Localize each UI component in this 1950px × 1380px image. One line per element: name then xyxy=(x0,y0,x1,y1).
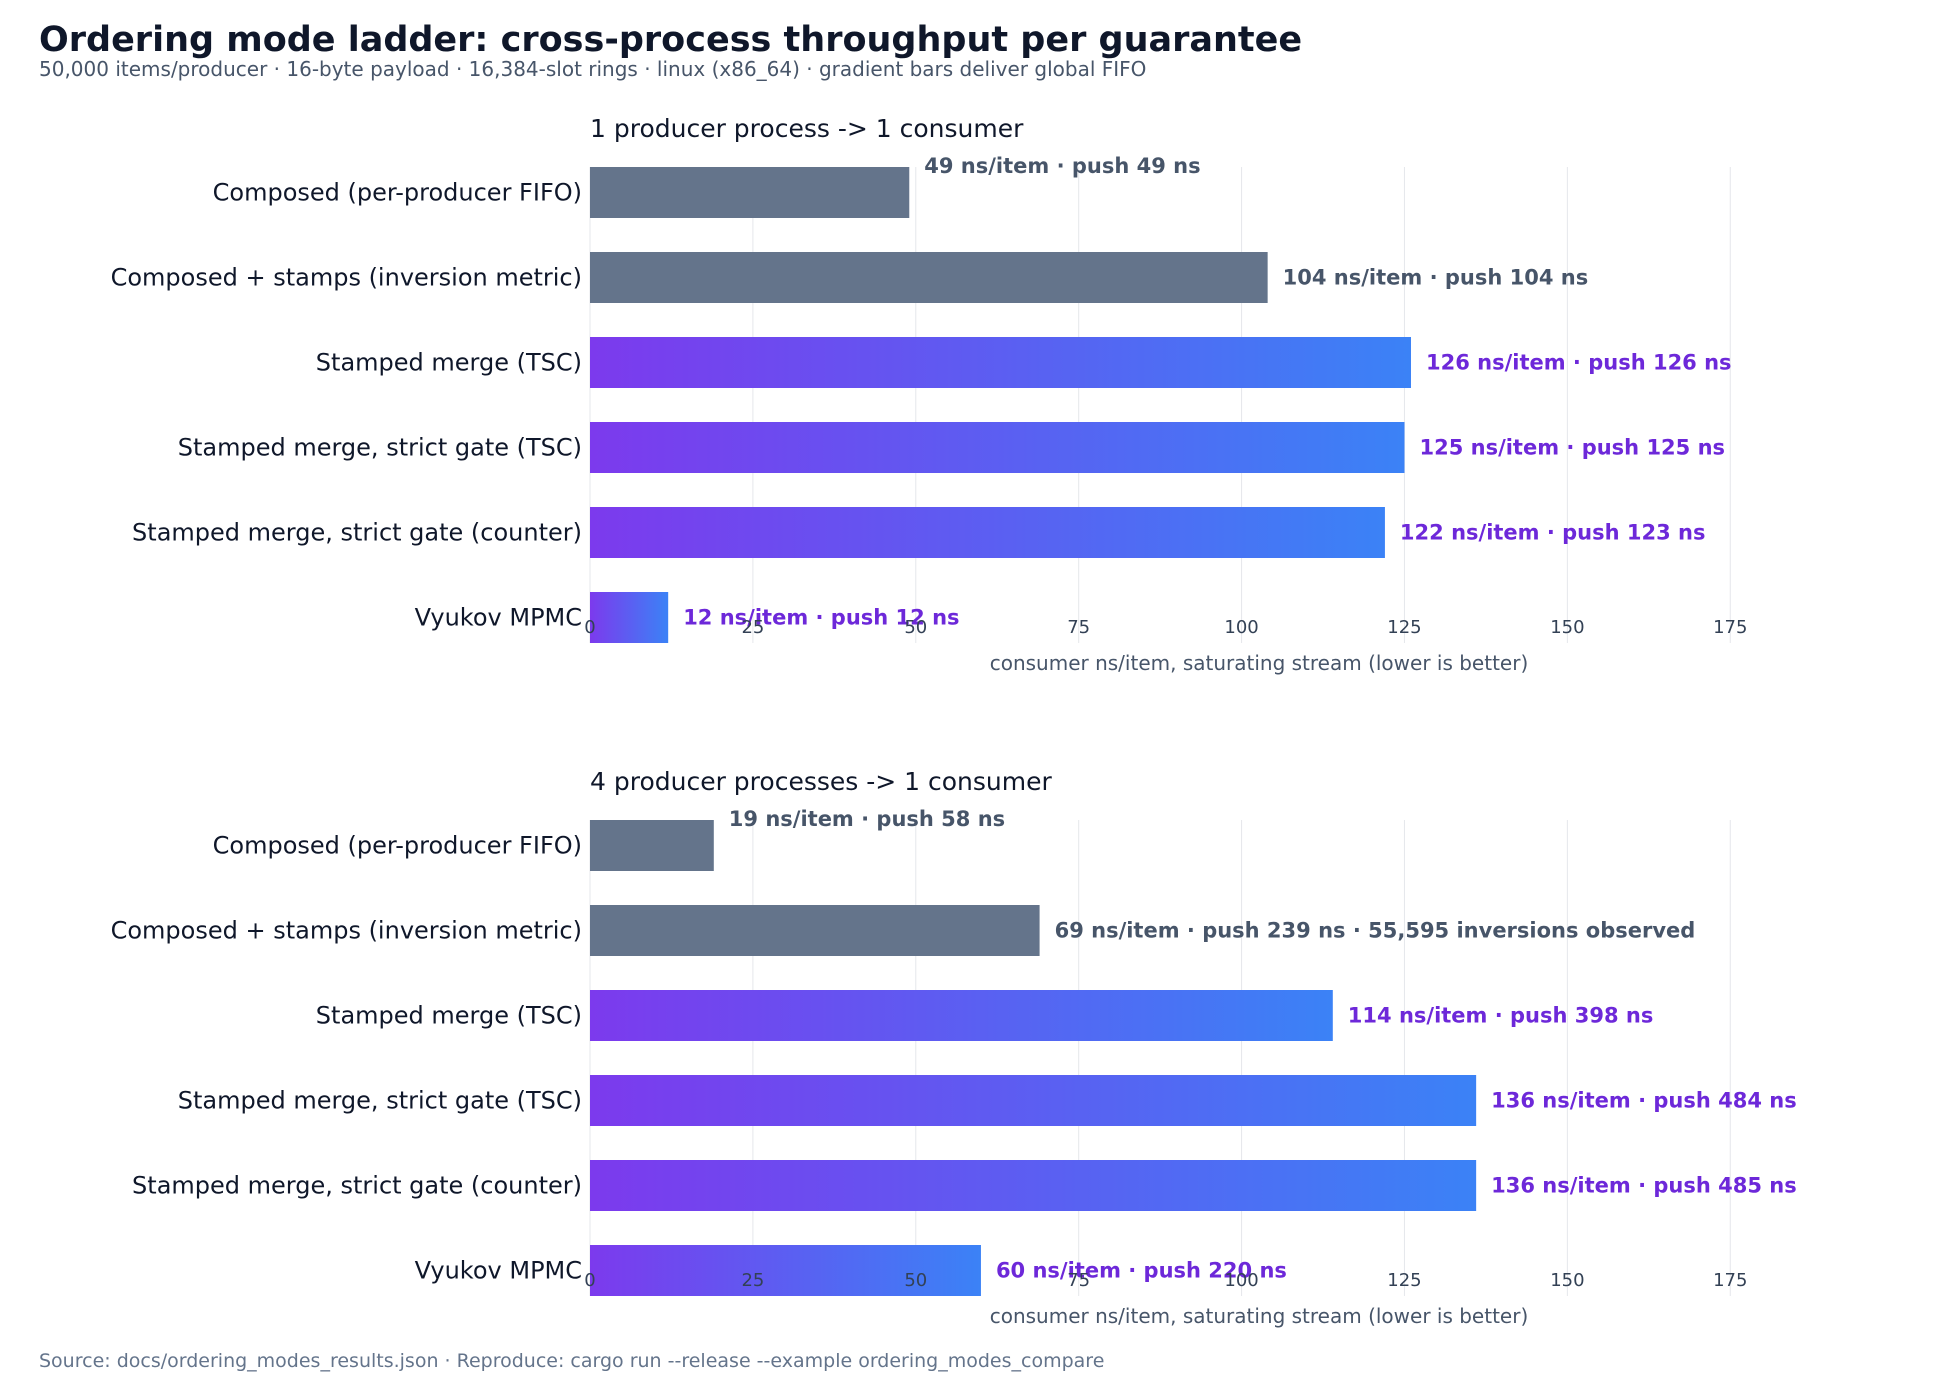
category-label: Stamped merge (TSC) xyxy=(316,1002,582,1030)
x-tick-label: 125 xyxy=(1387,1270,1421,1291)
data-label: 49 ns/item · push 49 ns xyxy=(924,154,1200,178)
category-label: Stamped merge, strict gate (counter) xyxy=(132,519,582,547)
data-label: 12 ns/item · push 12 ns xyxy=(683,606,959,630)
x-tick-label: 50 xyxy=(904,617,927,638)
data-label: 136 ns/item · push 484 ns xyxy=(1491,1089,1797,1113)
data-label: 19 ns/item · push 58 ns xyxy=(729,807,1005,831)
x-axis-label: consumer ns/item, saturating stream (low… xyxy=(990,651,1529,675)
panel-title: 1 producer process -> 1 consumer xyxy=(590,114,1024,143)
data-label: 122 ns/item · push 123 ns xyxy=(1400,521,1706,545)
category-label: Stamped merge, strict gate (counter) xyxy=(132,1172,582,1200)
category-label: Composed (per-producer FIFO) xyxy=(213,179,582,207)
x-tick-label: 75 xyxy=(1067,1270,1090,1291)
bar xyxy=(590,1075,1477,1126)
bar xyxy=(590,167,910,218)
panel-title: 4 producer processes -> 1 consumer xyxy=(590,767,1052,796)
x-tick-label: 100 xyxy=(1224,1270,1258,1291)
x-tick-label: 150 xyxy=(1550,1270,1584,1291)
category-label: Stamped merge, strict gate (TSC) xyxy=(178,1087,582,1115)
category-label: Stamped merge, strict gate (TSC) xyxy=(178,434,582,462)
x-tick-label: 175 xyxy=(1713,617,1747,638)
data-label: 104 ns/item · push 104 ns xyxy=(1283,266,1589,290)
chart-title: Ordering mode ladder: cross-process thro… xyxy=(39,20,1303,60)
x-tick-label: 25 xyxy=(741,1270,764,1291)
data-label: 69 ns/item · push 239 ns · 55,595 invers… xyxy=(1055,919,1696,943)
data-label: 114 ns/item · push 398 ns xyxy=(1348,1004,1654,1028)
bar xyxy=(590,820,714,871)
category-label: Stamped merge (TSC) xyxy=(316,349,582,377)
data-label: 136 ns/item · push 485 ns xyxy=(1491,1174,1797,1198)
bar xyxy=(590,337,1411,388)
bar xyxy=(590,252,1268,303)
bar xyxy=(590,1160,1477,1211)
x-tick-label: 125 xyxy=(1387,617,1421,638)
data-label: 126 ns/item · push 126 ns xyxy=(1426,351,1732,375)
category-label: Composed (per-producer FIFO) xyxy=(213,832,582,860)
x-tick-label: 75 xyxy=(1067,617,1090,638)
bar xyxy=(590,422,1405,473)
x-tick-label: 50 xyxy=(904,1270,927,1291)
source-footer: Source: docs/ordering_modes_results.json… xyxy=(39,1350,1105,1372)
x-tick-label: 150 xyxy=(1550,617,1584,638)
category-label: Composed + stamps (inversion metric) xyxy=(111,917,582,945)
category-label: Composed + stamps (inversion metric) xyxy=(111,264,582,292)
bar xyxy=(590,990,1333,1041)
x-tick-label: 175 xyxy=(1713,1270,1747,1291)
bar xyxy=(590,1245,981,1296)
data-label: 125 ns/item · push 125 ns xyxy=(1419,436,1725,460)
category-label: Vyukov MPMC xyxy=(415,604,582,632)
x-axis-label: consumer ns/item, saturating stream (low… xyxy=(990,1304,1529,1328)
x-tick-label: 25 xyxy=(741,617,764,638)
bar xyxy=(590,592,669,643)
x-tick-label: 0 xyxy=(584,617,595,638)
bar xyxy=(590,507,1385,558)
bar xyxy=(590,905,1040,956)
chart-subtitle: 50,000 items/producer · 16-byte payload … xyxy=(39,57,1147,81)
x-tick-label: 100 xyxy=(1224,617,1258,638)
x-tick-label: 0 xyxy=(584,1270,595,1291)
data-label: 60 ns/item · push 220 ns xyxy=(996,1259,1287,1283)
category-label: Vyukov MPMC xyxy=(415,1257,582,1285)
